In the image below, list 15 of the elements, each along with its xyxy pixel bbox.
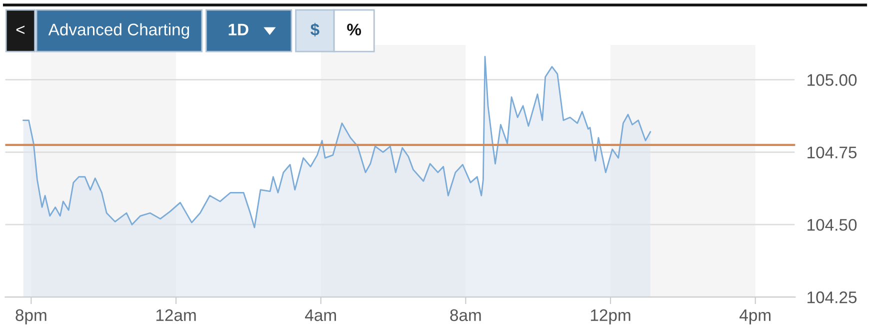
y-tick-label: 104.25 [808,291,857,304]
text: < [16,26,24,34]
y-tick-label: 104.50 [808,219,857,231]
text: Advanced Charting [48,23,189,39]
x-tick-label: 4am [305,309,336,322]
x-tick-label: 8am [450,309,481,322]
text: % [347,24,362,36]
y-tick-label: 104.75 [808,146,857,158]
text: 1D [228,24,248,36]
text: $ [310,22,320,37]
x-tick-label: 12pm [590,309,630,324]
x-tick-label: 4pm [740,309,770,324]
y-tick-label: 105.00 [808,74,857,86]
x-tick-label: 8pm [16,309,46,324]
x-tick-label: 12am [156,309,196,322]
